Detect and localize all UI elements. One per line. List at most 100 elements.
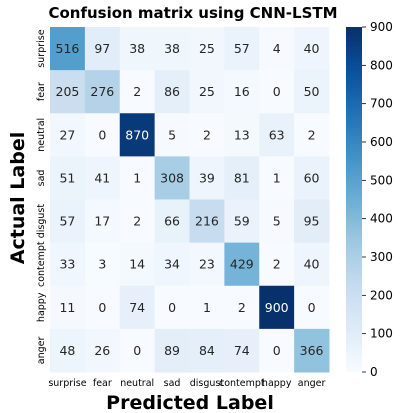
heatmap-cell: [259, 27, 295, 71]
cell-value: 40: [304, 257, 320, 272]
heatmap-cell: [189, 113, 225, 157]
cell-value: 57: [234, 41, 250, 56]
cell-value: 0: [273, 343, 281, 358]
heatmap-cell: [189, 27, 225, 71]
y-tick-label: disgust: [36, 204, 47, 239]
cell-value: 41: [94, 170, 110, 185]
y-tick-label: surprise: [36, 29, 47, 67]
cell-value: 26: [94, 343, 110, 358]
heatmap-cell: [259, 156, 295, 200]
cell-value: 74: [129, 300, 145, 315]
cell-value: 60: [304, 170, 320, 185]
colorbar-tick-label: 900: [370, 20, 393, 34]
heatmap-cell: [119, 113, 156, 157]
x-tick-label: happy: [262, 378, 292, 389]
y-tick-label: neutral: [36, 118, 47, 152]
heatmap-cell: [154, 156, 190, 200]
heatmap-cell: [154, 113, 190, 157]
heatmap-cell: [84, 70, 121, 114]
x-tick-label: anger: [298, 378, 326, 389]
heatmap-cell: [259, 328, 295, 373]
heatmap-cell: [224, 285, 260, 330]
heatmap-cell: [294, 242, 330, 287]
heatmap-cell: [119, 199, 156, 244]
cell-value: 97: [94, 41, 110, 56]
heatmap-cell: [294, 156, 330, 200]
heatmap-cell: [189, 156, 225, 200]
cell-value: 33: [59, 257, 75, 272]
heatmap-cell: [84, 242, 121, 287]
cell-value: 2: [273, 257, 281, 272]
colorbar-tick-label: 500: [370, 173, 393, 187]
y-axis-label: Actual Label: [7, 132, 29, 264]
cell-value: 25: [199, 84, 215, 99]
cell-value: 95: [304, 214, 320, 229]
cell-value: 0: [168, 300, 176, 315]
colorbar-tick-label: 300: [370, 250, 393, 264]
y-tick-label: fear: [36, 82, 47, 101]
cell-value: 63: [269, 127, 285, 142]
heatmap-cell: [50, 113, 86, 157]
heatmap-cell: [50, 285, 86, 330]
colorbar-tick-label: 800: [370, 58, 393, 72]
heatmap-cell: [119, 156, 156, 200]
cell-value: 1: [273, 170, 281, 185]
cell-value: 74: [234, 343, 250, 358]
heatmap-cell: [189, 199, 225, 244]
colorbar-tick-label: 700: [370, 97, 393, 111]
cell-value: 276: [90, 84, 114, 99]
heatmap-cell: [50, 70, 86, 114]
cell-value: 900: [265, 300, 289, 315]
cell-value: 51: [59, 170, 75, 185]
x-tick-labels: surprise fear neutral sad disgustcontempthap…: [48, 378, 325, 389]
heatmap-cell: [84, 27, 121, 71]
cell-value: 2: [133, 84, 141, 99]
cell-value: 86: [164, 84, 180, 99]
heatmap-cell: [294, 27, 330, 71]
cell-value: 66: [164, 214, 180, 229]
heatmap-cell: [154, 27, 190, 71]
cell-value: 39: [199, 170, 215, 185]
heatmap-cell: [224, 328, 260, 373]
heatmap-cell: [50, 242, 86, 287]
chart-title: Confusion matrix using CNN-LSTM: [48, 4, 337, 22]
heatmap-cell: [294, 199, 330, 244]
cell-value: 17: [94, 214, 110, 229]
cell-value: 5: [168, 127, 176, 142]
cell-value: 25: [199, 41, 215, 56]
heatmap-cell: [224, 70, 260, 114]
cell-value: 84: [199, 343, 215, 358]
cell-value: 16: [234, 84, 250, 99]
cell-value: 59: [234, 214, 250, 229]
cell-value: 308: [160, 170, 184, 185]
cell-value: 0: [133, 343, 141, 358]
cell-value: 2: [203, 127, 211, 142]
x-tick-label: disgust: [190, 378, 225, 389]
heatmap-cell: [259, 242, 295, 287]
heatmap-cell: [84, 285, 121, 330]
cell-value: 48: [59, 343, 75, 358]
cell-value: 3: [98, 257, 106, 272]
x-tick-label: fear: [93, 378, 112, 389]
cell-value: 57: [59, 214, 75, 229]
colorbar-tick-label: 200: [370, 288, 393, 302]
cell-value: 50: [304, 84, 320, 99]
y-tick-label: anger: [36, 337, 47, 365]
heatmap-cell: [259, 285, 295, 330]
x-tick-label: surprise: [48, 378, 86, 389]
cell-value: 0: [98, 300, 106, 315]
heatmap-cell: [50, 156, 86, 200]
cell-value: 0: [98, 127, 106, 142]
cell-value: 2: [133, 214, 141, 229]
colorbar-ticks: 0 100 200 300 400 500 600 700 800 900: [362, 20, 393, 379]
heatmap-cell: [50, 27, 86, 71]
cell-value: 2: [238, 300, 246, 315]
cell-value: 205: [56, 84, 80, 99]
colorbar-tick-label: 100: [370, 327, 393, 341]
cell-value: 0: [308, 300, 316, 315]
heatmap-cell: [154, 70, 190, 114]
y-tick-label: happy: [36, 292, 47, 322]
heatmap-cell: [84, 328, 121, 373]
cell-value: 216: [195, 214, 219, 229]
